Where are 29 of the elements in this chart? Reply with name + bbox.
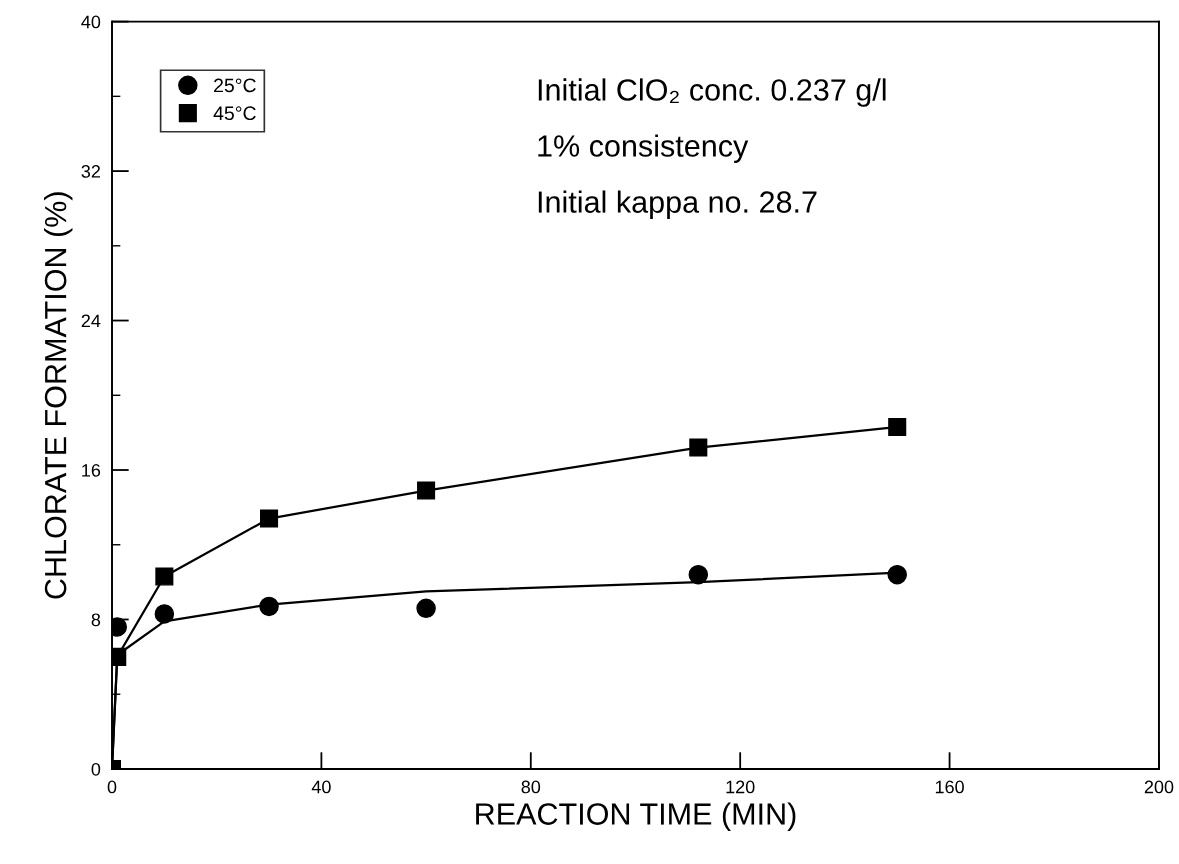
point bbox=[688, 564, 709, 585]
x-axis-title: REACTION TIME (MIN) bbox=[476, 802, 796, 831]
y-tick-label: 40 bbox=[81, 15, 101, 29]
legend-label: 45°C bbox=[213, 106, 256, 121]
x-tick-label: 160 bbox=[935, 780, 964, 794]
y-tick-label: 8 bbox=[91, 613, 101, 627]
x-tick-label: 200 bbox=[1144, 780, 1174, 794]
x-tick-label: 80 bbox=[521, 780, 541, 794]
x-tick-label: 0 bbox=[107, 780, 117, 794]
annotation: Initial ClO₂ conc. 0.237 g/l bbox=[538, 78, 886, 107]
point bbox=[416, 598, 436, 619]
y-tick-label: 16 bbox=[82, 463, 101, 477]
point bbox=[259, 596, 279, 617]
point bbox=[154, 604, 175, 624]
point bbox=[888, 418, 907, 437]
y-tick-label: 0 bbox=[91, 762, 101, 776]
y-tick-label: 24 bbox=[81, 314, 101, 328]
x-tick-label: 120 bbox=[726, 780, 755, 794]
annotation: Initial kappa no. 28.7 bbox=[538, 190, 817, 219]
point bbox=[887, 564, 907, 585]
annotation: 1% consistency bbox=[538, 134, 749, 163]
point bbox=[155, 567, 174, 586]
legend-label: 25°C bbox=[214, 78, 256, 93]
point bbox=[260, 509, 279, 528]
point bbox=[689, 438, 708, 457]
y-axis-title: CHLORATE FORMATION (%) bbox=[44, 192, 73, 599]
point bbox=[417, 481, 436, 500]
y-tick-label: 32 bbox=[81, 165, 100, 178]
x-tick-label: 40 bbox=[311, 780, 331, 794]
